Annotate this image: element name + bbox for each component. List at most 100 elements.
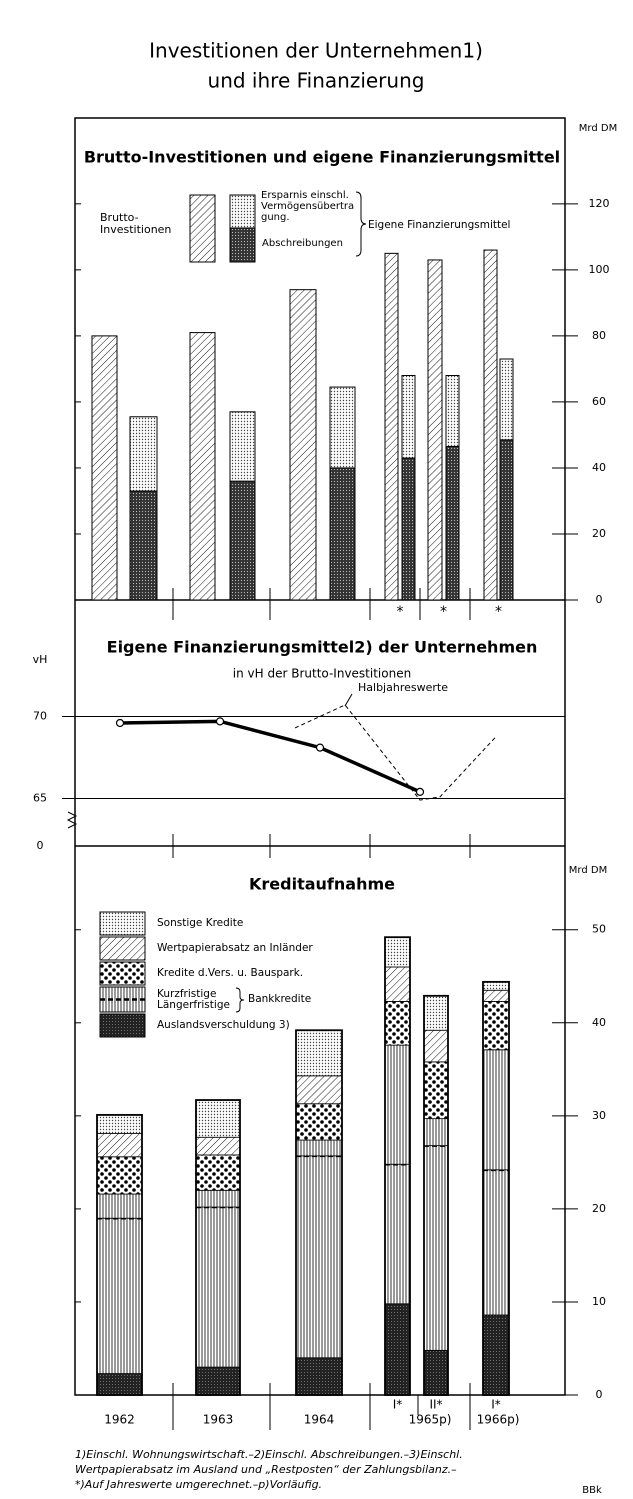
x-tick-label: I*	[491, 1398, 501, 1412]
chart-title: Eigene Finanzierungsmittel2) der Unterne…	[107, 638, 538, 657]
title: und ihre Finanzierung	[208, 69, 425, 93]
bar	[384, 252, 399, 601]
y-tick-label: 80	[592, 329, 606, 342]
bar-segment	[423, 1118, 449, 1147]
bar-segment	[384, 1000, 411, 1046]
legend-label: Kredite d.Vers. u. Bauspark.	[157, 967, 304, 979]
point	[115, 718, 125, 728]
bar	[289, 289, 317, 601]
legend-label: Sonstige Kredite	[157, 917, 244, 929]
annotation-line	[344, 693, 353, 707]
bar-segment	[229, 411, 256, 482]
bar-segment	[401, 457, 416, 601]
chart-title: Brutto-Investitionen und eigene Finanzie…	[84, 148, 560, 167]
y-tick-label: 40	[592, 1016, 606, 1029]
x-tick-label: I*	[393, 1398, 403, 1412]
y-tick-label: 50	[592, 923, 606, 936]
bar-segment	[96, 1114, 143, 1134]
bar-segment	[482, 989, 510, 1002]
bar-segment	[96, 1193, 143, 1219]
bar-segment	[195, 1366, 241, 1396]
legend-label: Brutto-Investitionen	[100, 211, 172, 236]
bar-segment	[445, 375, 460, 447]
bar-segment	[423, 1145, 449, 1351]
point	[215, 717, 225, 726]
bar-segment	[96, 1133, 143, 1158]
legend-label: Abschreibungen	[262, 238, 343, 249]
chart-subtitle: in vH der Brutto-Investitionen	[233, 667, 411, 681]
legend-swatch	[99, 911, 146, 936]
footnote: *)Auf Jahreswerte umgerechnet.–p)Vorläuf…	[75, 1478, 322, 1491]
y-tick-label: 30	[592, 1109, 606, 1122]
x-tick-label: *	[495, 604, 502, 620]
x-tick-label: 1963	[203, 1413, 234, 1427]
y-tick-label: 40	[592, 461, 606, 474]
group-label: 1965p)	[409, 1413, 452, 1427]
y-tick-label: 120	[589, 197, 610, 210]
bar-segment	[295, 1155, 343, 1359]
legend-swatch	[99, 936, 146, 961]
point	[415, 787, 425, 796]
chart-title: Kreditaufnahme	[249, 875, 395, 894]
bar-segment	[96, 1217, 143, 1374]
bar-outline	[482, 980, 510, 1396]
bar-segment	[295, 1029, 343, 1077]
bar-segment	[499, 358, 514, 441]
annotation: Halbjahreswerte	[358, 681, 448, 694]
y-tick-label: 70	[33, 709, 47, 722]
bar	[427, 259, 443, 601]
x-tick-label: 1962	[104, 1413, 135, 1427]
bar-segment	[229, 480, 256, 601]
bar-segment	[329, 467, 356, 601]
bar-segment	[401, 375, 416, 459]
y-tick-label: 0	[37, 839, 44, 852]
legend-swatch	[99, 961, 146, 986]
y-tick-label: 100	[589, 263, 610, 276]
bar-segment	[482, 1169, 510, 1316]
bar-segment	[499, 439, 514, 601]
bar-outline	[384, 936, 411, 1396]
bracket	[235, 987, 245, 1013]
y-tick-label: 0	[596, 593, 603, 606]
bar-segment	[195, 1136, 241, 1156]
bar-segment	[384, 1044, 411, 1165]
bar-outline	[423, 994, 449, 1396]
bar-segment	[482, 1000, 510, 1051]
title: Investitionen der Unternehmen1)	[149, 39, 483, 63]
y-tick-label: 20	[592, 1202, 606, 1215]
y-tick-label: 20	[592, 527, 606, 540]
bar-segment	[195, 1206, 241, 1368]
bar-segment	[423, 1061, 449, 1120]
bar-outline	[96, 1114, 143, 1396]
legend-swatch	[99, 986, 146, 1013]
bar-segment	[384, 936, 411, 968]
bar-segment	[482, 1049, 510, 1171]
bar-segment	[195, 1154, 241, 1191]
annual-line	[119, 719, 421, 794]
y-tick-label: 65	[33, 791, 47, 804]
credit: BBk	[582, 1485, 602, 1496]
bar	[483, 249, 498, 601]
bar-segment	[129, 416, 158, 492]
x-tick-label: II*	[429, 1398, 442, 1412]
footnote: Wertpapierabsatz im Ausland und „Restpos…	[75, 1463, 457, 1476]
bar-segment	[423, 995, 449, 1031]
y-axis-label: vH	[33, 653, 48, 666]
legend-label: Auslandsverschuldung 3)	[157, 1019, 290, 1031]
point	[315, 743, 325, 752]
bar-segment	[445, 445, 460, 601]
bar	[91, 335, 118, 601]
bar	[189, 332, 216, 601]
legend-label: Eigene Finanzierungsmittel	[368, 219, 511, 231]
bar-segment	[423, 1029, 449, 1063]
bar-segment	[329, 386, 356, 469]
bar-segment	[96, 1156, 143, 1195]
legend-swatch	[229, 194, 256, 229]
x-tick-label: *	[397, 604, 404, 620]
bar-segment	[384, 966, 411, 1002]
bar-segment	[195, 1099, 241, 1138]
y-tick-label: 10	[592, 1295, 606, 1308]
unit-label: Mrd DM	[579, 123, 617, 134]
